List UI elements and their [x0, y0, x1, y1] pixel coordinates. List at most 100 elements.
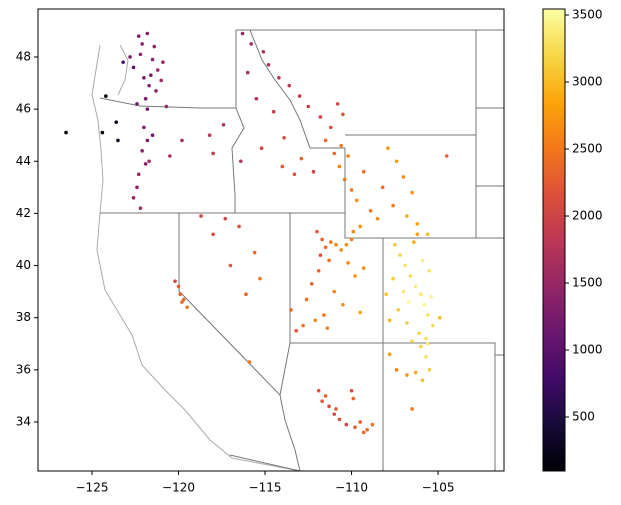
data-point: [339, 248, 343, 252]
data-point: [387, 352, 392, 356]
data-point: [413, 284, 418, 289]
data-point: [431, 323, 435, 328]
data-point: [346, 261, 350, 265]
data-point: [412, 240, 416, 244]
data-point: [135, 185, 139, 190]
data-point: [391, 276, 395, 281]
data-point: [393, 242, 397, 247]
colorbar-tick-label: 500: [572, 410, 595, 424]
data-point: [429, 295, 433, 299]
data-point: [280, 164, 285, 169]
data-point: [145, 138, 150, 143]
data-point: [116, 138, 120, 143]
data-point: [334, 407, 338, 411]
x-tick-label: −120: [162, 481, 195, 495]
data-point: [301, 323, 305, 328]
data-point: [353, 274, 357, 278]
data-point: [147, 159, 151, 164]
data-point: [427, 268, 432, 273]
data-point: [351, 229, 356, 234]
y-tick-label: 34: [16, 414, 31, 428]
data-point: [346, 154, 350, 158]
data-point: [306, 104, 311, 109]
data-point: [353, 425, 357, 429]
data-point: [332, 412, 337, 416]
data-point: [138, 206, 143, 210]
data-point: [413, 370, 418, 375]
data-point: [297, 94, 302, 98]
data-point: [370, 422, 375, 427]
data-point: [121, 60, 125, 64]
data-point: [406, 300, 411, 304]
data-point: [334, 242, 338, 247]
data-point: [398, 253, 402, 257]
data-point: [142, 76, 146, 80]
data-point: [332, 151, 337, 156]
data-point: [361, 430, 366, 435]
data-point: [142, 125, 146, 130]
data-point: [131, 65, 136, 70]
data-point: [207, 133, 212, 137]
data-point: [152, 44, 157, 49]
y-tick-label: 48: [16, 49, 31, 63]
data-point: [339, 143, 343, 148]
data-point: [292, 172, 297, 177]
data-point: [349, 237, 354, 242]
data-point: [427, 368, 432, 372]
data-point: [223, 216, 228, 221]
y-tick-label: 40: [16, 258, 31, 272]
data-point: [410, 190, 414, 195]
data-point: [181, 297, 186, 302]
data-point: [261, 49, 266, 54]
data-point: [325, 326, 330, 330]
data-point: [271, 109, 276, 114]
data-point: [322, 313, 326, 317]
data-point: [180, 138, 184, 143]
data-point: [211, 232, 215, 237]
x-tick-label: −125: [76, 481, 109, 495]
data-point: [145, 107, 150, 111]
data-point: [221, 122, 226, 127]
data-point: [417, 331, 421, 336]
data-point: [316, 388, 321, 393]
data-point: [128, 55, 132, 59]
data-point: [323, 245, 328, 250]
data-point: [415, 222, 420, 226]
data-point: [368, 208, 373, 213]
y-tick-label: 44: [16, 154, 31, 168]
data-point: [424, 355, 428, 359]
data-point: [408, 274, 413, 278]
data-point: [294, 328, 298, 333]
data-point: [318, 253, 323, 257]
data-point: [320, 399, 324, 403]
data-point: [168, 154, 172, 158]
data-point: [245, 70, 250, 75]
data-point: [315, 229, 319, 234]
colorbar-tick-label: 2500: [572, 142, 603, 156]
data-point: [159, 78, 164, 83]
map-outline: [91, 29, 504, 472]
data-point: [211, 151, 215, 156]
data-point: [164, 104, 169, 109]
data-point: [341, 302, 345, 307]
data-point: [237, 224, 241, 229]
data-point: [140, 149, 144, 153]
data-point: [320, 237, 324, 242]
data-point: [277, 76, 281, 80]
x-tick-label: −115: [249, 481, 282, 495]
colorbar-tick-label: 1500: [572, 276, 603, 290]
data-point: [143, 162, 148, 166]
data-point: [136, 34, 141, 38]
data-point: [318, 115, 323, 119]
data-point: [422, 302, 427, 307]
data-point: [337, 164, 342, 169]
data-point: [150, 133, 155, 137]
data-point: [358, 224, 363, 229]
data-point: [344, 422, 349, 427]
plot-frame: [37, 8, 505, 472]
data-point: [425, 313, 430, 317]
data-point: [405, 373, 409, 377]
data-point: [403, 263, 407, 268]
data-point: [287, 83, 292, 88]
data-point: [131, 195, 136, 200]
